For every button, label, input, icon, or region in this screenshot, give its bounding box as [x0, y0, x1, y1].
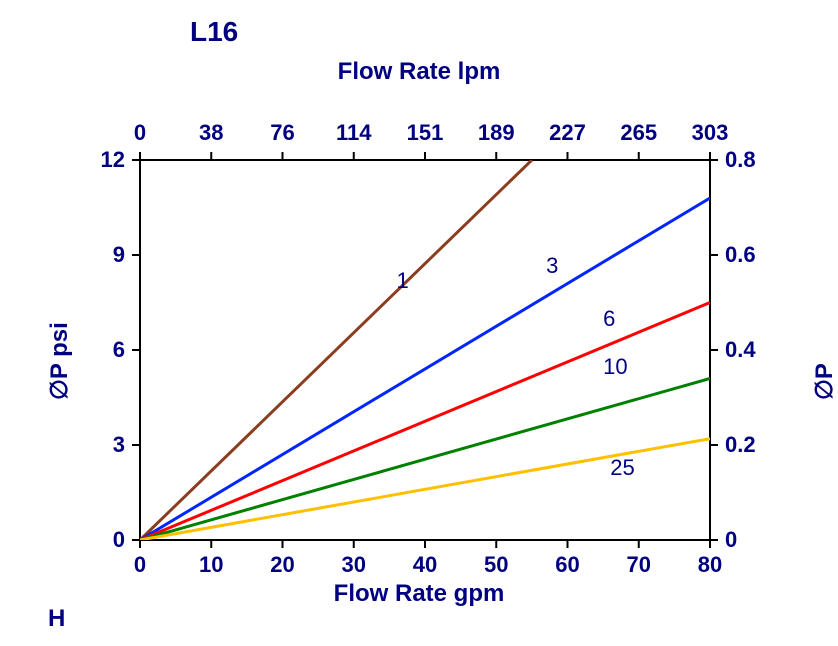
- tick-label: 303: [680, 120, 740, 146]
- tick-label: 12: [85, 147, 125, 173]
- tick-label: 6: [85, 337, 125, 363]
- tick-label: 0: [110, 120, 170, 146]
- tick-label: 0: [725, 527, 775, 553]
- tick-label: 0: [115, 552, 165, 578]
- series-label: 3: [546, 253, 558, 279]
- tick-label: 0.2: [725, 432, 775, 458]
- tick-label: 76: [253, 120, 313, 146]
- tick-label: 60: [543, 552, 593, 578]
- series-label: 6: [603, 306, 615, 332]
- tick-label: 9: [85, 242, 125, 268]
- tick-label: 265: [609, 120, 669, 146]
- series-label: 10: [603, 354, 627, 380]
- chart-svg: [0, 0, 838, 646]
- tick-label: 40: [400, 552, 450, 578]
- tick-label: 0.4: [725, 337, 775, 363]
- tick-label: 0.6: [725, 242, 775, 268]
- tick-label: 151: [395, 120, 455, 146]
- tick-label: 50: [471, 552, 521, 578]
- tick-label: 30: [329, 552, 379, 578]
- tick-label: 189: [466, 120, 526, 146]
- tick-label: 20: [258, 552, 308, 578]
- series-label: 25: [610, 455, 634, 481]
- tick-label: 227: [538, 120, 598, 146]
- tick-label: 0.8: [725, 147, 775, 173]
- tick-label: 114: [324, 120, 384, 146]
- tick-label: 0: [85, 527, 125, 553]
- chart-container: { "chart": { "type": "line", "title": "L…: [0, 0, 838, 646]
- tick-label: 70: [614, 552, 664, 578]
- tick-label: 10: [186, 552, 236, 578]
- tick-label: 3: [85, 432, 125, 458]
- series-label: 1: [397, 268, 409, 294]
- tick-label: 80: [685, 552, 735, 578]
- tick-label: 38: [181, 120, 241, 146]
